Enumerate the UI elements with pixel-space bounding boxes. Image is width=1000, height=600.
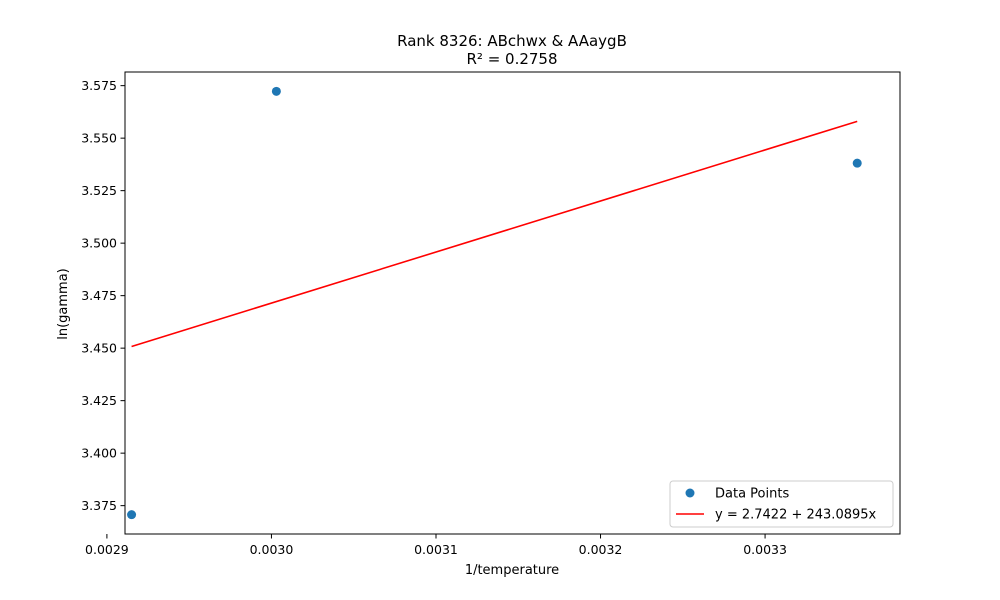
y-axis-label: ln(gamma) xyxy=(56,268,71,340)
y-tick-label: 3.475 xyxy=(81,288,117,303)
legend-box xyxy=(669,480,894,528)
legend-label: Data Points xyxy=(715,487,789,502)
y-tick-label: 3.400 xyxy=(81,446,117,461)
y-tick-label: 3.375 xyxy=(81,498,117,513)
y-tick-label: 3.575 xyxy=(81,78,117,93)
legend-label: y = 2.7422 + 243.0895x xyxy=(715,508,877,523)
y-tick-label: 3.425 xyxy=(81,393,117,408)
data-point xyxy=(127,510,137,520)
chart-subtitle: R² = 0.2758 xyxy=(466,50,557,68)
x-tick-label: 0.0030 xyxy=(250,542,294,557)
x-tick-label: 0.0033 xyxy=(743,542,787,557)
legend: Data Points y = 2.7422 + 243.0895x xyxy=(669,480,894,528)
y-tick-label: 3.450 xyxy=(81,341,117,356)
y-tick-label: 3.550 xyxy=(81,131,117,146)
plot-area xyxy=(124,71,901,535)
x-tick-label: 0.0031 xyxy=(414,542,458,557)
y-tick-label: 3.500 xyxy=(81,236,117,251)
y-axis-ticks: 3.375 3.400 3.425 3.450 3.475 3.500 3.525 3.550… xyxy=(81,78,125,513)
legend-marker-scatter xyxy=(685,488,695,498)
x-axis-label: 1/temperature xyxy=(465,563,559,578)
series-layer xyxy=(127,86,862,520)
y-tick-label: 3.525 xyxy=(81,183,117,198)
x-tick-label: 0.0029 xyxy=(85,542,129,557)
x-tick-label: 0.0032 xyxy=(579,542,623,557)
fit-line xyxy=(131,120,858,348)
x-axis-ticks: 0.0029 0.0030 0.0031 0.0032 0.0033 xyxy=(85,534,787,557)
data-point xyxy=(271,86,281,96)
data-point xyxy=(852,158,862,168)
chart-title: Rank 8326: ABchwx & AAaygB xyxy=(397,32,627,50)
plot-frame xyxy=(124,71,901,535)
